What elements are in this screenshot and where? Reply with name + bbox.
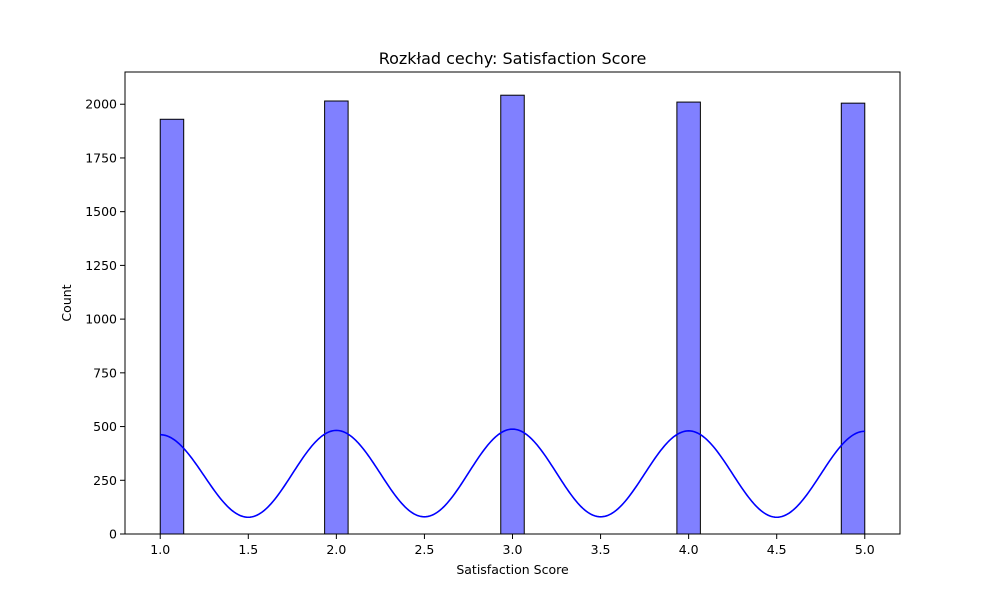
histogram-bar-1 [159,118,185,535]
x-axis-ticks: 1.0 1.5 2.0 2.5 3.0 3.5 4.0 4.5 5.0 [150,534,875,557]
x-tick-label: 5.0 [855,542,875,557]
y-tick-label: 250 [93,473,117,488]
x-tick-label: 2.5 [414,542,434,557]
x-tick-label: 4.5 [767,542,787,557]
x-tick-label: 4.0 [679,542,699,557]
x-tick-label: 2.0 [326,542,346,557]
x-axis-label: Satisfaction Score [456,562,569,577]
y-tick-label: 0 [109,527,117,542]
histogram-bar-4 [676,101,701,535]
histogram-bar-2 [324,100,349,535]
y-tick-label: 750 [93,365,117,380]
y-tick-label: 1250 [85,258,117,273]
y-tick-label: 1000 [85,312,117,327]
y-tick-label: 2000 [85,97,117,112]
x-tick-label: 3.5 [591,542,611,557]
y-axis-ticks: 0 250 500 750 1000 1250 1500 1750 2000 [85,97,125,542]
kde-layer [160,428,865,519]
x-tick-label: 3.0 [503,542,523,557]
x-tick-label: 1.0 [150,542,170,557]
bars-layer [159,94,866,535]
chart-title: Rozkład cechy: Satisfaction Score [379,49,647,68]
x-tick-label: 1.5 [238,542,258,557]
y-axis-label: Count [59,284,74,321]
histogram-bar-3 [500,94,525,535]
y-tick-label: 500 [93,419,117,434]
kde-line [160,428,865,519]
histogram-bar-5 [840,102,866,535]
y-tick-label: 1750 [85,150,117,165]
y-tick-label: 1500 [85,204,117,219]
